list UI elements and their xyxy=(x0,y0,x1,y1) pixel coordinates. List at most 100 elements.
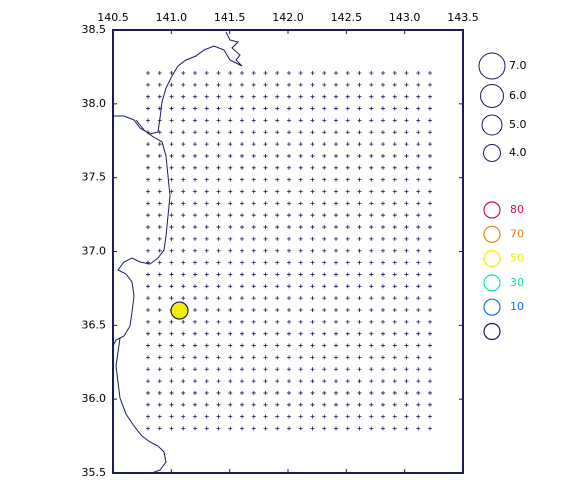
mesh-cross xyxy=(240,236,244,241)
mesh-cross xyxy=(169,379,174,384)
mesh-cross xyxy=(193,414,197,419)
mesh-cross xyxy=(357,82,362,87)
mesh-cross xyxy=(204,248,209,253)
mesh-cross xyxy=(416,165,421,170)
mesh-cross xyxy=(287,367,291,372)
mesh-cross xyxy=(263,296,268,301)
mesh-cross xyxy=(181,355,186,360)
mesh-cross xyxy=(251,177,256,182)
mesh-cross xyxy=(298,379,303,384)
mesh-cross xyxy=(263,82,268,87)
mesh-cross xyxy=(216,106,221,111)
mesh-cross xyxy=(193,260,197,265)
mesh-cross xyxy=(369,367,374,372)
mesh-cross xyxy=(392,272,397,277)
mesh-cross xyxy=(369,343,374,348)
mesh-cross xyxy=(251,94,256,99)
mesh-cross xyxy=(381,284,385,289)
mesh-cross xyxy=(169,248,174,253)
mesh-cross xyxy=(193,308,197,312)
mesh-cross xyxy=(334,414,338,419)
mesh-cross xyxy=(298,106,303,111)
mesh-cross xyxy=(310,177,315,182)
mesh-cross xyxy=(357,355,362,360)
mesh-cross xyxy=(216,260,221,265)
mesh-cross xyxy=(263,331,268,336)
mesh-cross xyxy=(334,284,338,289)
mesh-cross xyxy=(334,177,338,182)
mesh-cross xyxy=(275,379,280,384)
mesh-cross xyxy=(404,106,409,111)
mesh-cross xyxy=(287,296,291,301)
mesh-cross xyxy=(240,177,244,182)
mesh-cross xyxy=(345,236,350,241)
mesh-cross xyxy=(310,130,315,135)
mesh-cross xyxy=(428,201,432,206)
mesh-cross xyxy=(428,367,432,372)
mesh-cross xyxy=(392,82,397,87)
mesh-cross xyxy=(287,201,291,206)
mesh-cross xyxy=(298,367,303,372)
mesh-cross xyxy=(228,319,233,324)
mesh-cross xyxy=(381,296,385,301)
mesh-cross xyxy=(228,426,233,431)
mesh-cross xyxy=(204,201,209,206)
mesh-cross xyxy=(381,343,385,348)
mesh-cross xyxy=(334,225,338,230)
mesh-cross xyxy=(357,153,362,158)
mesh-cross xyxy=(334,71,338,75)
mesh-cross xyxy=(357,296,362,301)
mesh-cross xyxy=(345,94,350,99)
mesh-cross xyxy=(216,236,221,241)
y-tick-label: 38.0 xyxy=(82,97,107,110)
mesh-cross xyxy=(345,71,350,75)
mesh-cross xyxy=(310,82,315,87)
mesh-cross xyxy=(381,355,385,360)
mesh-cross xyxy=(204,296,209,301)
mesh-cross xyxy=(146,165,150,170)
mesh-cross xyxy=(357,272,362,277)
mesh-cross xyxy=(157,106,162,111)
mesh-cross xyxy=(275,189,280,194)
mesh-cross xyxy=(251,319,256,324)
mesh-cross xyxy=(298,213,303,218)
mesh-cross xyxy=(404,142,409,147)
mesh-cross xyxy=(240,390,244,395)
mesh-cross xyxy=(169,272,174,277)
mesh-cross xyxy=(428,296,432,301)
mesh-cross xyxy=(157,213,162,218)
magnitude-legend-label: 6.0 xyxy=(509,89,527,102)
mesh-cross xyxy=(428,130,432,135)
mesh-cross xyxy=(369,142,374,147)
mesh-cross xyxy=(181,94,186,99)
x-tick-label: 142.0 xyxy=(272,11,304,24)
mesh-cross xyxy=(310,308,315,312)
mesh-cross xyxy=(345,153,350,158)
mesh-cross xyxy=(287,106,291,111)
mesh-cross xyxy=(345,296,350,301)
mesh-cross xyxy=(310,153,315,158)
mesh-cross xyxy=(251,130,256,135)
mesh-cross xyxy=(287,402,291,407)
mesh-cross xyxy=(287,177,291,182)
mesh-cross xyxy=(216,213,221,218)
mesh-cross xyxy=(146,153,150,158)
mesh-cross xyxy=(381,106,385,111)
mesh-cross xyxy=(157,414,162,419)
mesh-cross xyxy=(345,106,350,111)
mesh-cross xyxy=(357,213,362,218)
mesh-cross xyxy=(322,225,327,230)
mesh-cross xyxy=(204,177,209,182)
mesh-cross xyxy=(204,379,209,384)
mesh-cross xyxy=(381,426,385,431)
mesh-cross xyxy=(416,236,421,241)
mesh-cross xyxy=(404,272,409,277)
mesh-cross xyxy=(298,414,303,419)
mesh-cross xyxy=(169,82,174,87)
mesh-cross xyxy=(322,213,327,218)
mesh-cross xyxy=(392,367,397,372)
mesh-cross xyxy=(416,106,421,111)
mesh-cross xyxy=(251,355,256,360)
mesh-cross xyxy=(181,260,186,265)
mesh-cross xyxy=(181,189,186,194)
